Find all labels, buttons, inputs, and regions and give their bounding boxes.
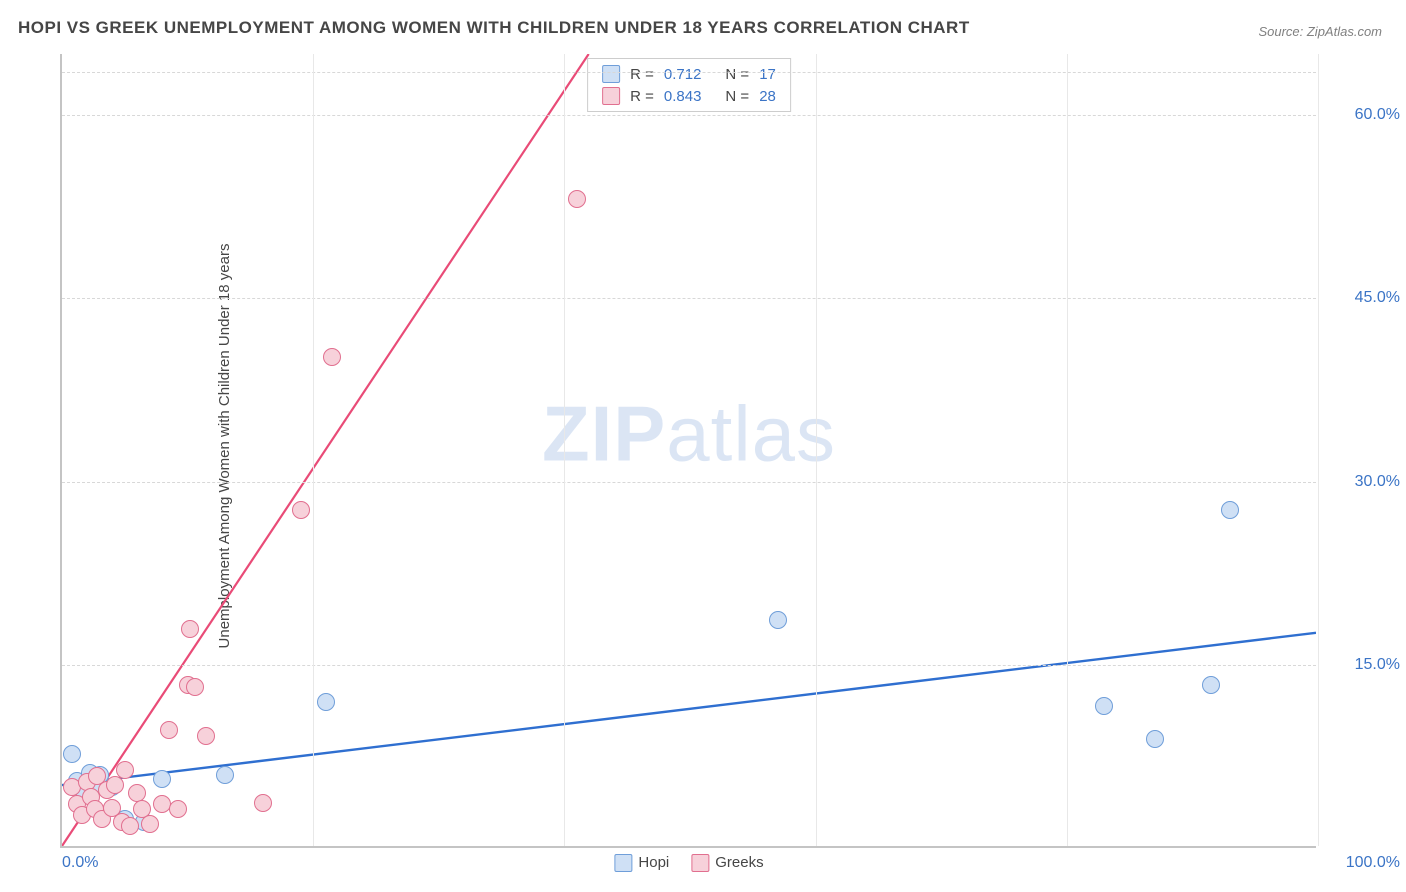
n-label: N = [725,66,749,83]
gridline-v [1067,54,1068,846]
scatter-point [153,770,171,788]
watermark: ZIPatlas [542,389,836,480]
scatter-point [116,761,134,779]
legend-item: Greeks [691,854,763,872]
scatter-point [254,794,272,812]
scatter-point [186,678,204,696]
scatter-point [1221,501,1239,519]
gridline-h [62,72,1316,73]
scatter-point [769,611,787,629]
gridline-h [62,115,1316,116]
scatter-point [197,727,215,745]
n-value: 17 [759,66,776,83]
trend-lines [62,54,1316,846]
x-tick-min: 0.0% [62,854,98,872]
scatter-point [141,815,159,833]
source-credit: Source: ZipAtlas.com [1258,24,1382,39]
trend-line [62,633,1316,785]
scatter-point [317,693,335,711]
r-label: R = [630,88,654,105]
legend-swatch [602,65,620,83]
n-label: N = [725,88,749,105]
scatter-point [216,766,234,784]
gridline-v [816,54,817,846]
correlation-row: R = 0.843 N = 28 [602,85,776,107]
legend-swatch [614,854,632,872]
trend-line [62,54,589,846]
legend-bottom: Hopi Greeks [614,854,763,872]
scatter-point [568,190,586,208]
legend-swatch [602,87,620,105]
y-tick-label: 15.0% [1355,656,1400,674]
scatter-point [169,800,187,818]
scatter-point [1202,676,1220,694]
scatter-point [63,745,81,763]
correlation-box: R = 0.712 N = 17 R = 0.843 N = 28 [587,58,791,112]
gridline-v [1318,54,1319,846]
gridline-h [62,665,1316,666]
legend-item: Hopi [614,854,669,872]
scatter-point [181,620,199,638]
scatter-point [121,817,139,835]
r-label: R = [630,66,654,83]
y-tick-label: 60.0% [1355,106,1400,124]
scatter-point [292,501,310,519]
r-value: 0.712 [664,66,702,83]
gridline-v [564,54,565,846]
chart-title: HOPI VS GREEK UNEMPLOYMENT AMONG WOMEN W… [18,18,970,38]
gridline-h [62,482,1316,483]
y-tick-label: 30.0% [1355,473,1400,491]
scatter-point [160,721,178,739]
x-tick-max: 100.0% [1346,854,1400,872]
plot-area: ZIPatlas 0.0% 100.0% HopiGreeks R =0.712… [60,54,1316,848]
scatter-point [323,348,341,366]
legend-swatch [691,854,709,872]
gridline-h [62,298,1316,299]
correlation-row: R = 0.712 N = 17 [602,63,776,85]
r-value: 0.843 [664,88,702,105]
gridline-v [313,54,314,846]
n-value: 28 [759,88,776,105]
y-tick-label: 45.0% [1355,289,1400,307]
scatter-point [1146,730,1164,748]
scatter-point [1095,697,1113,715]
